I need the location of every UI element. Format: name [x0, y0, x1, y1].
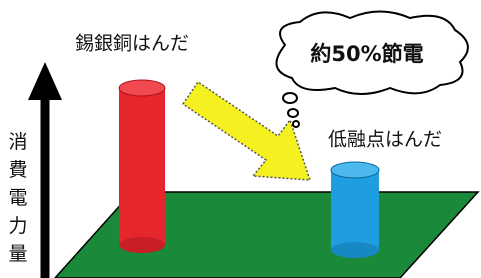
- cylinder-bottom: [331, 242, 379, 258]
- page: 消費電力量 約50%節電 錫銀銅はんだ 低融点はんだ (() => { cons…: [0, 0, 481, 278]
- cylinder-top: [331, 162, 379, 178]
- illustration: 消費電力量 約50%節電 錫銀銅はんだ 低融点はんだ: [0, 0, 481, 278]
- saving-label: 約50%節電: [310, 42, 423, 66]
- blue-cylinder: [331, 162, 379, 258]
- cylinder-body: [119, 88, 165, 245]
- bubble-dot: [283, 93, 297, 103]
- red-cylinder: [119, 80, 165, 253]
- cylinder-body: [331, 170, 379, 250]
- bubble-dot: [293, 121, 299, 127]
- floor: [55, 192, 478, 278]
- cylinder-top: [119, 80, 165, 96]
- cylinder-bottom: [119, 237, 165, 253]
- y-axis-label: 消費電力量: [8, 131, 27, 265]
- thought-bubble: [276, 12, 467, 128]
- axis-arrowhead: [28, 62, 62, 100]
- high-temp-label: 錫銀銅はんだ: [75, 33, 189, 55]
- low-temp-label: 低融点はんだ: [328, 129, 442, 151]
- bubble-dot: [288, 109, 298, 117]
